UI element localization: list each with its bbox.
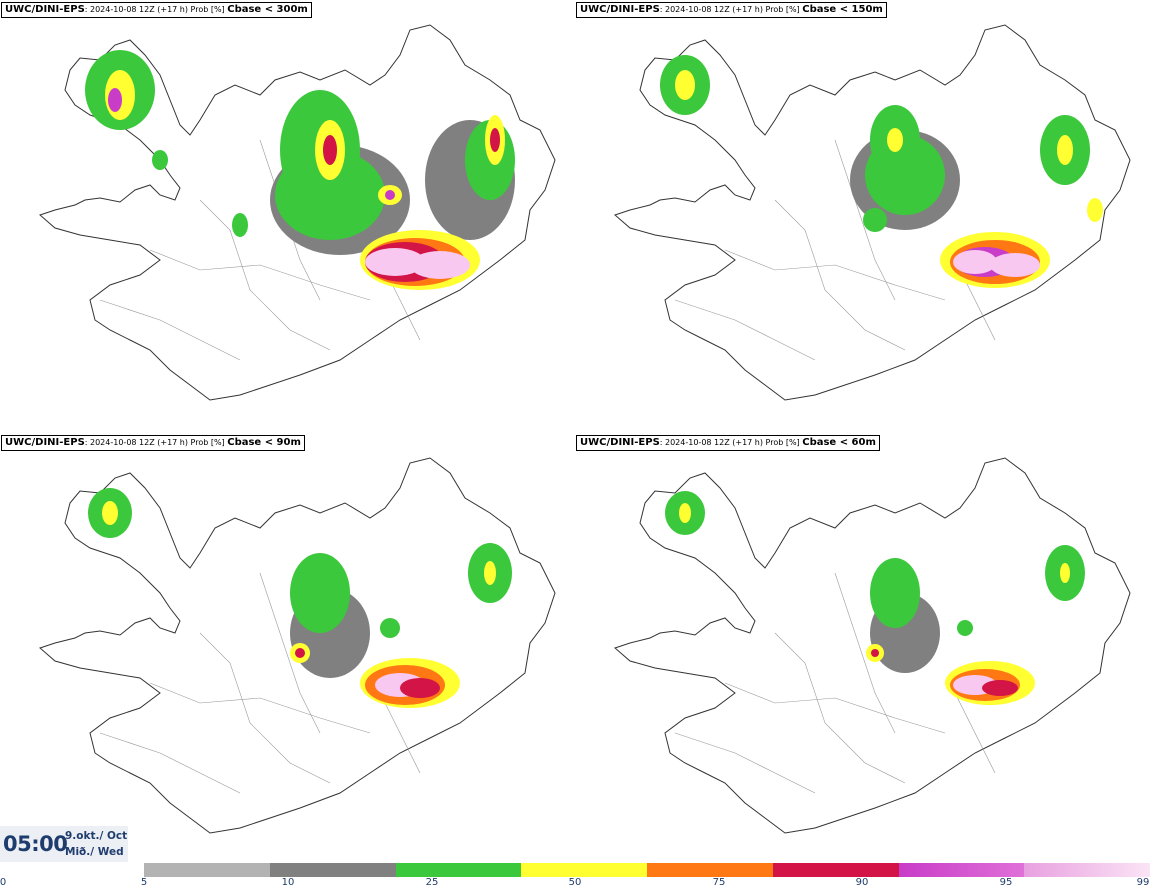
colorbar-tick-label: 75 [712,877,726,888]
panel-model: UWC/DINI-EPS [580,437,660,448]
map-panel-1: UWC/DINI-EPS: 2024-10-08 12Z (+17 h) Pro… [0,0,575,430]
colorbar-tick-label: 90 [855,877,869,888]
panel-info: : 2024-10-08 12Z (+17 h) Prob [%] [659,438,803,447]
panel-param: Cbase < 150m [802,4,883,15]
panel-model: UWC/DINI-EPS [5,4,85,15]
iceland-map [39,24,556,401]
colorbar-tick-label: 95 [999,877,1013,888]
panel-title: UWC/DINI-EPS: 2024-10-08 12Z (+17 h) Pro… [576,435,880,451]
colorbar-segment [521,863,648,877]
valid-time: 05:00 [3,832,68,856]
panel-info: : 2024-10-08 12Z (+17 h) Prob [%] [84,5,228,14]
colorbar-tick-label: 50 [568,877,582,888]
panel-model: UWC/DINI-EPS [580,4,660,15]
probability-colorbar [144,863,1150,877]
colorbar-tick-label: 5 [140,877,148,888]
panel-param: Cbase < 300m [227,4,308,15]
panel-title: UWC/DINI-EPS: 2024-10-08 12Z (+17 h) Pro… [1,435,305,451]
colorbar-segment [647,863,773,877]
colorbar-segment [144,863,270,877]
valid-time-box: 05:00 9.okt./ Oct Mið./ Wed [0,826,128,862]
panel-param: Cbase < 60m [802,437,876,448]
iceland-map [39,457,556,834]
iceland-map [614,24,1131,401]
panel-model: UWC/DINI-EPS [5,437,85,448]
colorbar-segment [772,863,899,877]
map-panel-2: UWC/DINI-EPS: 2024-10-08 12Z (+17 h) Pro… [575,0,1150,430]
colorbar-segment [269,863,396,877]
panel-info: : 2024-10-08 12Z (+17 h) Prob [%] [84,438,228,447]
colorbar-tick-label: 99 [1136,877,1150,888]
map-panel-4: UWC/DINI-EPS: 2024-10-08 12Z (+17 h) Pro… [575,433,1150,863]
colorbar-tick-label: 0 [0,877,7,888]
map-panel-3: UWC/DINI-EPS: 2024-10-08 12Z (+17 h) Pro… [0,433,575,863]
colorbar-segment [395,863,522,877]
panel-info: : 2024-10-08 12Z (+17 h) Prob [%] [659,5,803,14]
colorbar-segment [1024,863,1150,877]
valid-date-line1: 9.okt./ Oct [65,830,128,842]
panel-title: UWC/DINI-EPS: 2024-10-08 12Z (+17 h) Pro… [576,2,887,18]
colorbar-tick-label: 25 [425,877,439,888]
panel-title: UWC/DINI-EPS: 2024-10-08 12Z (+17 h) Pro… [1,2,312,18]
iceland-map [614,457,1131,834]
valid-date-line2: Mið./ Wed [65,846,124,858]
colorbar-tick-label: 10 [281,877,295,888]
panel-param: Cbase < 90m [227,437,301,448]
colorbar-segment [898,863,1025,877]
